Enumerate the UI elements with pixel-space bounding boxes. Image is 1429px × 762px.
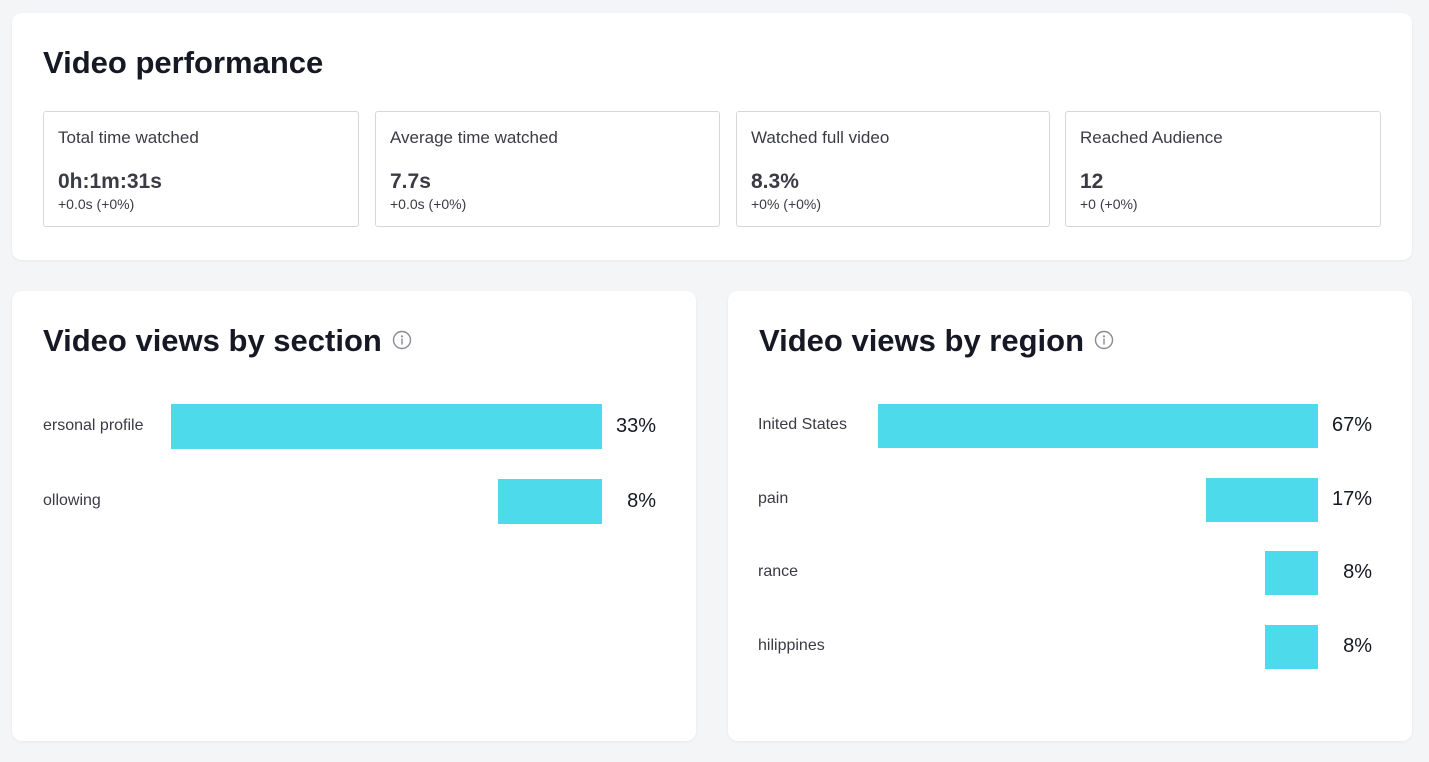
bar[interactable] (1206, 477, 1318, 522)
bar-label: ersonal profile (43, 416, 144, 434)
region-chart-title-text: Video views by region (759, 323, 1085, 358)
info-icon[interactable] (1094, 330, 1114, 350)
bar-label: Inited States (758, 416, 847, 433)
metric-value: 12 (1080, 170, 1104, 193)
metric-label: Watched full video (751, 128, 890, 147)
views-by-section-card: Video views by section ersonal profile 33… (12, 291, 696, 741)
metric-delta: +0.0s (+0%) (390, 196, 467, 212)
metric-delta: +0 (+0%) (1080, 196, 1138, 212)
metric-total-time-watched: Total time watched 0h:1m:31s +0.0s (+0%) (43, 111, 359, 227)
metric-value: 7.7s (390, 170, 431, 193)
bar-label: ollowing (43, 491, 101, 509)
bar-label: rance (758, 563, 799, 581)
bar-value-label: 17% (1331, 487, 1372, 510)
metric-label: Average time watched (390, 128, 558, 147)
metric-value: 8.3% (751, 170, 799, 193)
bar-label: hilippines (758, 637, 825, 655)
bar-row: pain 17% (728, 477, 1412, 522)
region-chart-title: Video views by region (759, 323, 1114, 359)
metric-average-time-watched: Average time watched 7.7s +0.0s (+0%) (375, 111, 720, 227)
metric-delta: +0.0s (+0%) (58, 196, 135, 212)
info-icon[interactable] (392, 330, 412, 350)
metric-watched-full-video: Watched full video 8.3% +0% (+0%) (736, 111, 1050, 227)
bar-value-label: 8% (627, 489, 656, 512)
bar[interactable] (878, 404, 1318, 448)
video-performance-card: Video performance Total time watched 0h:… (12, 13, 1412, 260)
bar[interactable] (497, 479, 602, 524)
section-chart-title: Video views by section (43, 323, 412, 359)
bar-value-label: 67% (1331, 414, 1372, 436)
bar-row: ersonal profile 33% (12, 404, 696, 449)
bar-value-label: 33% (615, 414, 656, 437)
bar-row: rance 8% (728, 551, 1412, 596)
bar-row: Inited States 67% (728, 404, 1412, 448)
metric-label: Reached Audience (1080, 128, 1223, 147)
bar-row: ollowing 8% (12, 479, 696, 524)
views-by-region-card: Video views by region Inited States 67% pa… (728, 291, 1412, 741)
bar-value-label: 8% (1343, 561, 1372, 584)
bar-value-label: 8% (1343, 635, 1372, 658)
metric-delta: +0% (+0%) (751, 196, 822, 212)
bar[interactable] (1265, 625, 1318, 670)
metric-reached-audience: Reached Audience 12 +0 (+0%) (1065, 111, 1381, 227)
metric-value: 0h:1m:31s (58, 170, 162, 193)
bar[interactable] (171, 404, 602, 449)
performance-title: Video performance (43, 45, 324, 80)
bar-row: hilippines 8% (728, 625, 1412, 670)
bar-label: pain (758, 489, 789, 507)
metric-label: Total time watched (58, 128, 199, 147)
section-chart-title-text: Video views by section (43, 323, 382, 358)
bar[interactable] (1265, 551, 1318, 596)
